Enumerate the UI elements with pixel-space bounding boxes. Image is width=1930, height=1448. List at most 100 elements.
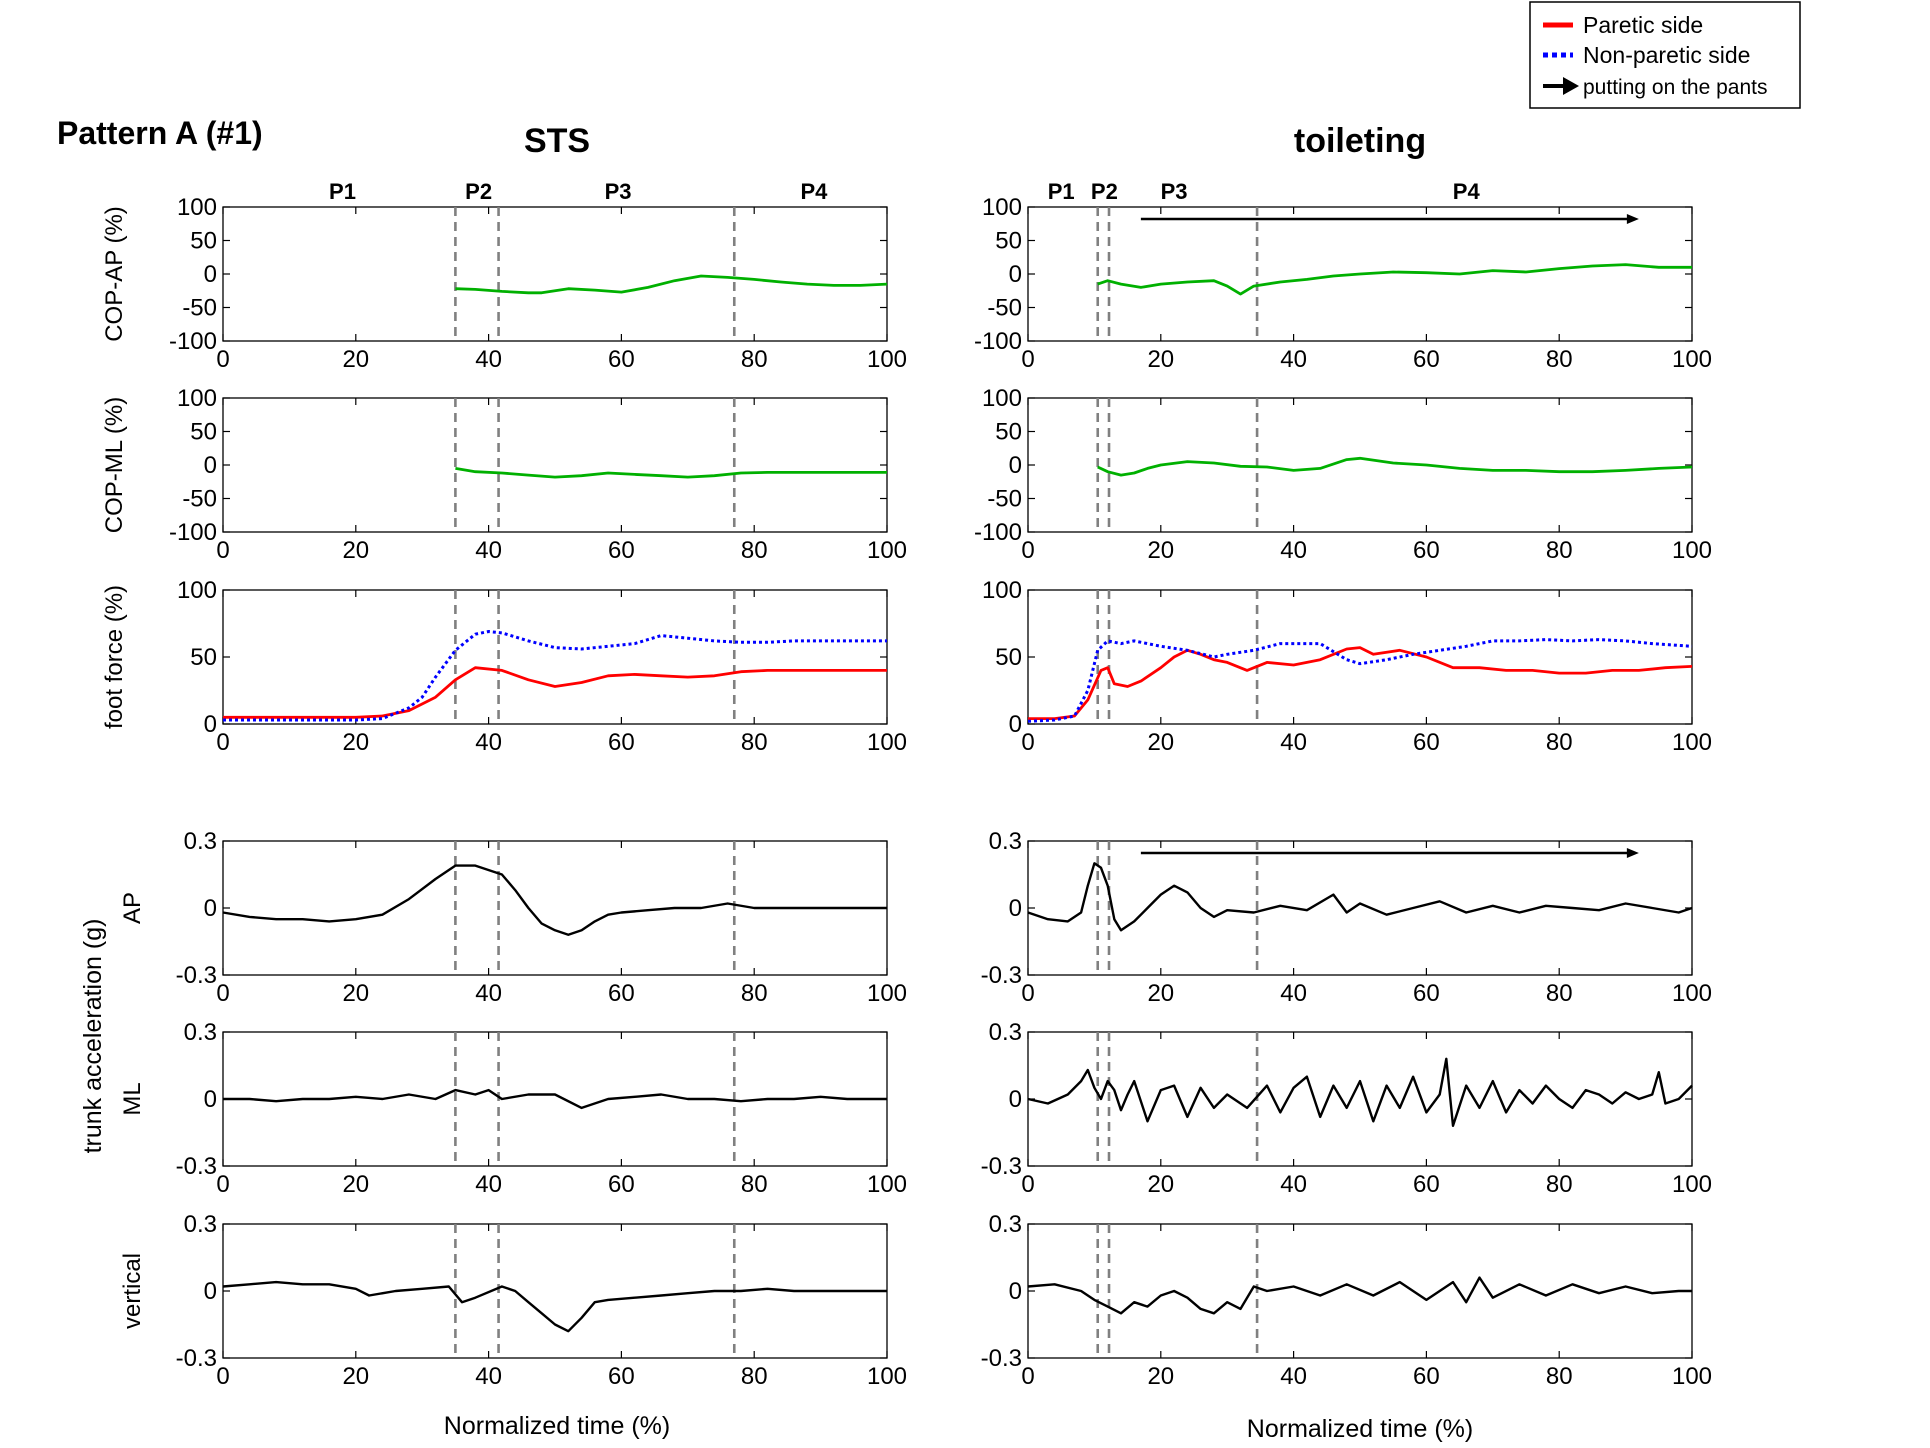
toileting-cop-ap-series-cop: [1097, 263, 1692, 296]
x-tick-label: 20: [342, 729, 369, 756]
toileting-trunk-acceleration-ml-axes-box: [1027, 1031, 1693, 1167]
sts-cop-ml-ylabel: COP-ML (%): [101, 397, 128, 533]
x-tick-label: 60: [608, 537, 635, 564]
x-tick-label: 60: [1413, 980, 1440, 1007]
sts-trunk-acceleration-ml-series-accel: [223, 1088, 887, 1110]
x-tick-label: 100: [867, 346, 907, 373]
legend-label-nonparetic: Non-paretic side: [1583, 42, 1750, 68]
sts-cop-ap-ylabel: COP-AP (%): [101, 206, 128, 342]
x-tick-label: 80: [1546, 537, 1573, 564]
x-tick-label: 60: [1413, 346, 1440, 373]
y-tick-label: -50: [182, 295, 217, 322]
sts-foot-force-panel: 0 20 40 60 80 100 100 50 0 foot force (%): [101, 577, 907, 756]
x-tick-label: 60: [1413, 729, 1440, 756]
y-tick-label: -0.3: [176, 1153, 217, 1180]
x-tick-label: 60: [608, 980, 635, 1007]
sts-trunk-acceleration-ap-series-accel: [222, 864, 887, 936]
xlabel-sts: Normalized time (%): [444, 1412, 670, 1440]
sts-foot-force-series-nonparetic: [223, 630, 887, 722]
column-title-sts: STS: [524, 122, 590, 160]
sts-trunk-acceleration-vertical-axes-box: [222, 1223, 888, 1359]
y-tick-label: 0: [204, 1086, 217, 1113]
legend-swatch-arrow-head: [1563, 77, 1579, 95]
phase-label-p1: P1: [1048, 179, 1075, 204]
x-tick-label: 60: [1413, 1363, 1440, 1390]
putting-on-pants-arrow-head: [1626, 214, 1639, 224]
x-tick-label: 20: [1147, 537, 1174, 564]
x-tick-label: 80: [1546, 729, 1573, 756]
y-tick-label: -0.3: [981, 962, 1022, 989]
x-tick-label: 40: [1280, 346, 1307, 373]
y-tick-label: -100: [974, 519, 1022, 546]
x-tick-label: 0: [1021, 537, 1034, 564]
x-tick-label: 100: [867, 1171, 907, 1198]
y-tick-label: 0: [1009, 711, 1022, 738]
y-tick-label: 0.3: [989, 1019, 1022, 1046]
y-tick-label: 100: [177, 577, 217, 604]
x-tick-label: 60: [608, 729, 635, 756]
y-tick-label: -100: [169, 519, 217, 546]
y-tick-label: 100: [177, 194, 217, 221]
x-tick-label: 40: [1280, 537, 1307, 564]
x-tick-label: 80: [741, 346, 768, 373]
x-tick-label: 0: [1021, 729, 1034, 756]
sts-cop-ml-series-cop: [455, 467, 887, 479]
x-tick-label: 0: [1021, 980, 1034, 1007]
x-tick-label: 20: [1147, 980, 1174, 1007]
y-tick-label: -0.3: [981, 1345, 1022, 1372]
y-tick-label: 0: [204, 261, 217, 288]
x-tick-label: 20: [342, 1363, 369, 1390]
x-tick-label: 40: [1280, 1171, 1307, 1198]
y-tick-label: 100: [982, 385, 1022, 412]
legend-label-arrow: putting on the pants: [1583, 76, 1767, 99]
sts-trunk-acceleration-ap-ylabel: AP: [119, 892, 146, 924]
y-tick-label: 0: [1009, 452, 1022, 479]
toileting-cop-ap-panel: 0 20 40 60 80 100 100 50 0 -50 -100 P1 P2 P3 P4: [974, 179, 1712, 373]
x-tick-label: 40: [475, 1363, 502, 1390]
figure-titles: Pattern A (#1) STS toileting Normalized …: [57, 115, 1473, 1443]
sts-cop-ml-axes-box: [222, 397, 888, 533]
legend-box: [1529, 1, 1801, 109]
y-tick-label: 100: [982, 194, 1022, 221]
y-tick-label: 50: [995, 228, 1022, 255]
x-tick-label: 20: [1147, 1171, 1174, 1198]
toileting-trunk-acceleration-vertical-series-accel: [1027, 1276, 1692, 1315]
sts-trunk-acceleration-ml-ylabel: ML: [119, 1082, 146, 1115]
toileting-cop-ml-panel: 0 20 40 60 80 100 100 50 0 -50 -100: [974, 385, 1712, 564]
x-tick-label: 100: [1672, 346, 1712, 373]
x-tick-label: 80: [741, 729, 768, 756]
y-tick-label: -0.3: [176, 962, 217, 989]
y-tick-label: 0: [1009, 261, 1022, 288]
x-tick-label: 20: [342, 537, 369, 564]
x-tick-label: 100: [1672, 537, 1712, 564]
x-tick-label: 0: [216, 1363, 229, 1390]
putting-on-pants-arrow-head: [1626, 848, 1639, 858]
column-title-toileting: toileting: [1294, 122, 1426, 160]
x-tick-label: 100: [1672, 1171, 1712, 1198]
y-tick-label: 0: [204, 452, 217, 479]
phase-label-p4: P4: [1453, 179, 1481, 204]
y-tick-label: 0.3: [184, 828, 217, 855]
x-tick-label: 100: [1672, 1363, 1712, 1390]
pattern-title: Pattern A (#1): [57, 115, 263, 151]
y-tick-label: -50: [182, 486, 217, 513]
y-tick-label: 0.3: [989, 828, 1022, 855]
x-tick-label: 100: [867, 1363, 907, 1390]
y-tick-label: 0.3: [989, 1211, 1022, 1238]
x-tick-label: 80: [1546, 1171, 1573, 1198]
x-tick-label: 100: [867, 537, 907, 564]
sts-trunk-acceleration-vertical-series-accel: [222, 1280, 887, 1333]
x-tick-label: 100: [1672, 729, 1712, 756]
phase-label-p1: P1: [329, 179, 356, 204]
toileting-cop-ml-series-cop: [1097, 456, 1693, 477]
y-tick-label: 0: [204, 711, 217, 738]
y-tick-label: -50: [987, 295, 1022, 322]
y-tick-label: 0.3: [184, 1019, 217, 1046]
x-tick-label: 100: [867, 729, 907, 756]
x-tick-label: 0: [216, 537, 229, 564]
toileting-foot-force-axes-box: [1027, 589, 1693, 725]
x-tick-label: 0: [216, 1171, 229, 1198]
